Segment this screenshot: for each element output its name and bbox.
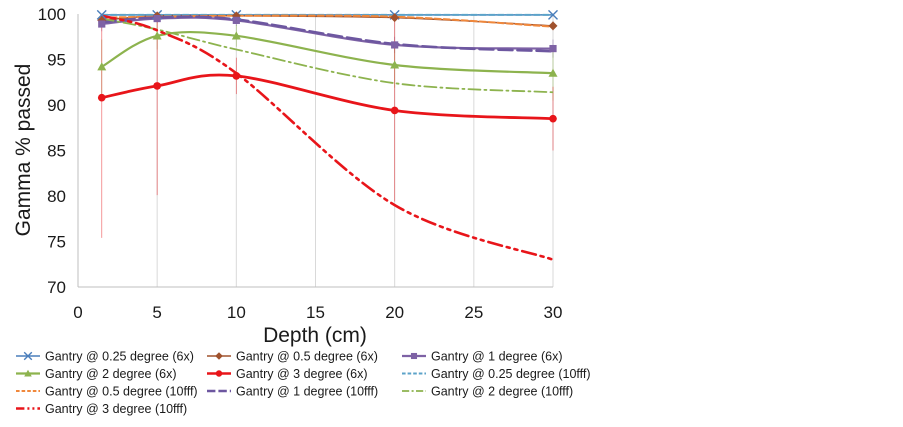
x-tick-label: 20: [385, 303, 404, 322]
data-point: [97, 93, 106, 102]
y-tick-label: 70: [47, 278, 66, 297]
x-tick-label: 10: [227, 303, 246, 322]
legend-marker: [215, 370, 223, 377]
legend-label: Gantry @ 2 degree (6x): [45, 367, 177, 381]
legend-label: Gantry @ 0.25 degree (6x): [45, 350, 194, 364]
series-lines: [100, 13, 555, 261]
axes: [77, 14, 553, 288]
y-tick-label: 90: [47, 96, 66, 115]
series-markers: [96, 9, 558, 123]
x-tick-label: 5: [152, 303, 161, 322]
legend-marker: [23, 351, 33, 361]
legend-label: Gantry @ 3 degree (10fff): [45, 402, 187, 416]
series-line: [100, 15, 555, 53]
series-line: [100, 31, 555, 75]
data-point: [153, 82, 161, 90]
data-point: [96, 9, 107, 20]
legend-label: Gantry @ 0.5 degree (10fff): [45, 385, 198, 399]
data-point: [390, 60, 400, 69]
data-point: [231, 31, 241, 40]
legend-label: Gantry @ 1 degree (10fff): [236, 385, 378, 399]
y-tick-label: 100: [38, 5, 66, 24]
data-point: [548, 9, 558, 20]
data-point: [549, 114, 557, 123]
data-point: [548, 68, 558, 77]
y-tick-label: 85: [47, 142, 66, 161]
data-point: [548, 21, 558, 31]
x-tick-label: 0: [73, 303, 82, 322]
y-tick-label: 95: [47, 51, 66, 70]
series-line: [100, 17, 554, 94]
legend-label: Gantry @ 3 degree (6x): [236, 367, 368, 381]
data-point: [97, 62, 107, 71]
data-point: [232, 16, 240, 24]
y-tick-label: 80: [47, 187, 66, 206]
data-point: [391, 41, 399, 49]
data-point: [153, 14, 161, 23]
legend-marker: [24, 369, 32, 377]
data-point: [390, 13, 400, 23]
x-tick-label: 15: [306, 303, 325, 322]
legend-label: Gantry @ 2 degree (10fff): [431, 385, 573, 399]
data-point: [232, 72, 241, 80]
y-axis-title: Gamma % passed: [12, 64, 35, 237]
x-axis-title: Depth (cm): [263, 324, 367, 347]
data-point: [152, 31, 162, 40]
x-tick-label: 30: [544, 303, 563, 322]
legend-marker: [410, 352, 418, 360]
series-line: [100, 14, 555, 261]
data-point: [390, 106, 399, 115]
legend-label: Gantry @ 1 degree (6x): [431, 350, 563, 364]
legend-marker: [215, 352, 223, 360]
tick-labels: 0 5 10 15 20 25 30 70 75 80 85 90 95 100: [38, 5, 563, 322]
series-line: [100, 73, 555, 121]
grid: [156, 14, 554, 287]
data-point: [98, 20, 106, 28]
legend-label: Gantry @ 0.25 degree (10fff): [431, 367, 591, 381]
y-tick-label: 75: [47, 233, 66, 252]
legend-label: Gantry @ 0.5 degree (6x): [236, 350, 378, 364]
legend: Gantry @ 0.25 degree (6x) Gantry @ 0.5 de…: [16, 350, 591, 416]
x-tick-label: 25: [464, 303, 483, 322]
data-point: [549, 44, 557, 53]
